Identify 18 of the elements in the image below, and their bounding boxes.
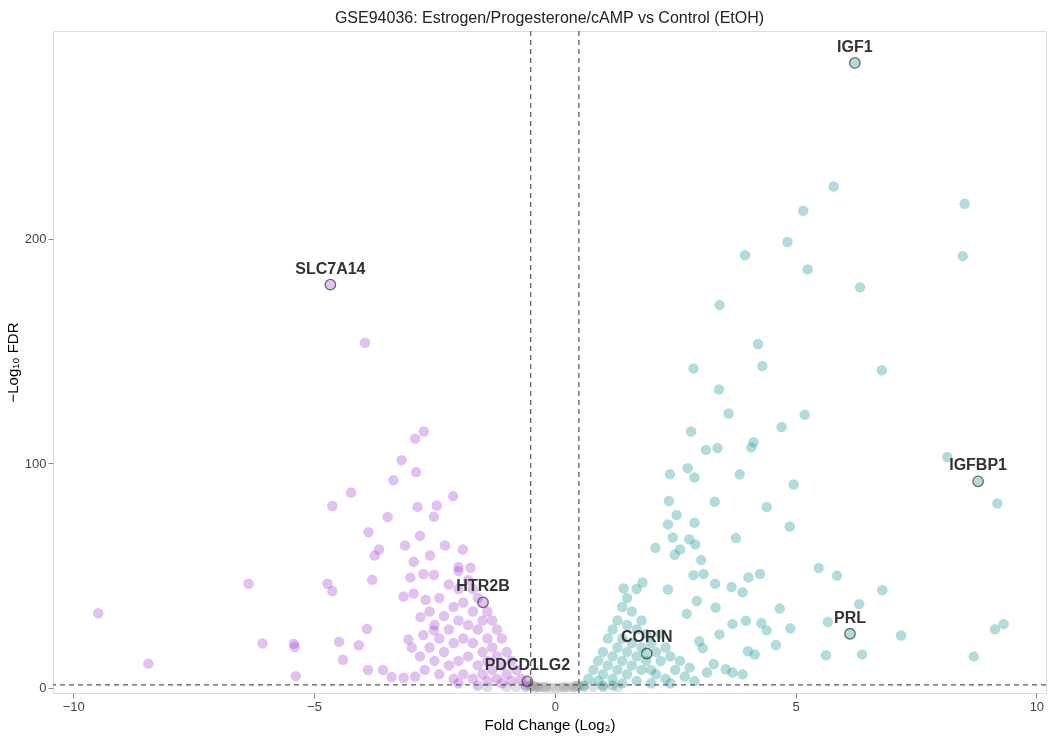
x-tick-label: −10 [62, 698, 85, 714]
annotation: IGFBP1 [949, 456, 1008, 474]
y-tick-label: 200 [24, 231, 47, 247]
annotation: SLC7A14 [295, 259, 366, 277]
y-axis-title: −Log₁₀ FDR [3, 322, 21, 403]
annotation: PRL [834, 608, 867, 626]
annotation: PDCD1LG2 [484, 656, 571, 674]
annotation: IGF1 [837, 37, 873, 55]
x-tick-label: 5 [792, 698, 800, 714]
y-tick-label: 100 [24, 455, 47, 471]
x-axis-title: Fold Change (Log₂) [484, 715, 616, 733]
annotation: CORIN [621, 628, 673, 646]
x-tick-label: −5 [307, 698, 322, 714]
x-tick-label: 0 [551, 698, 559, 714]
annotation: HTR2B [456, 577, 510, 595]
y-tick-label: 0 [39, 680, 47, 696]
chart-title: GSE94036: Estrogen/Progesterone/cAMP vs Control (EtOH) [334, 9, 765, 27]
x-tick-label: 10 [1029, 698, 1045, 714]
